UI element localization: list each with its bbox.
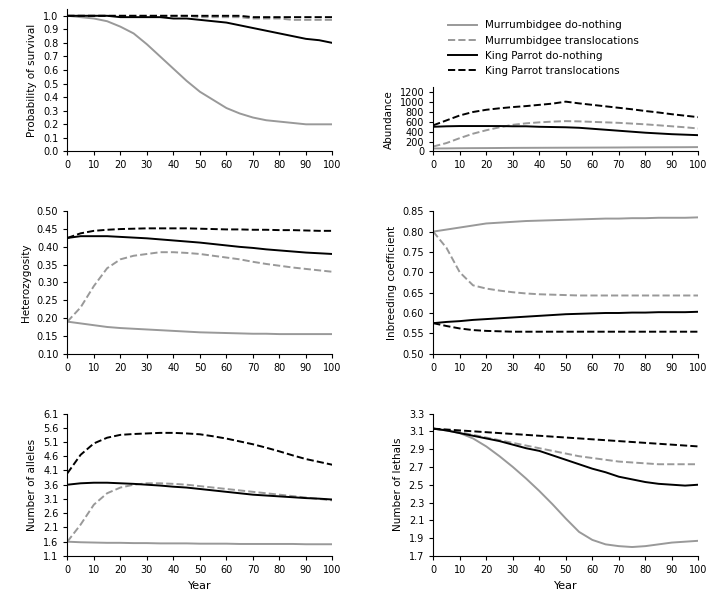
Y-axis label: Probability of survival: Probability of survival — [28, 23, 38, 137]
X-axis label: Year: Year — [554, 581, 578, 591]
X-axis label: Year: Year — [188, 581, 212, 591]
Legend: Murrumbidgee do-nothing, Murrumbidgee translocations, King Parrot do-nothing, Ki: Murrumbidgee do-nothing, Murrumbidgee tr… — [444, 16, 644, 80]
Y-axis label: Abundance: Abundance — [384, 90, 394, 149]
Y-axis label: Heterozygosity: Heterozygosity — [21, 243, 31, 322]
Y-axis label: Number of lethals: Number of lethals — [393, 438, 403, 531]
Y-axis label: Number of alleles: Number of alleles — [28, 439, 38, 531]
Y-axis label: Inbreeding coefficient: Inbreeding coefficient — [387, 225, 397, 340]
